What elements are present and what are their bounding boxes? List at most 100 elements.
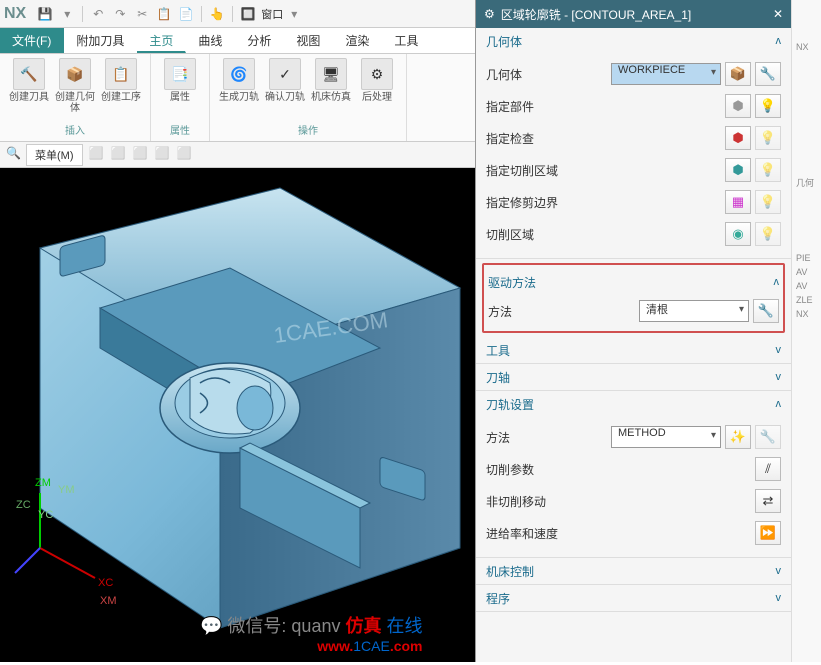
dropdown-icon[interactable]: ▾: [285, 5, 303, 23]
cube-icon[interactable]: ⬢: [725, 94, 751, 118]
touch-icon[interactable]: 👆: [208, 5, 226, 23]
light-icon[interactable]: 💡: [755, 94, 781, 118]
viewport-3d[interactable]: ZM YM ZC YC XC XM 1CAE.COM: [0, 168, 475, 662]
tab-file[interactable]: 文件(F): [0, 28, 64, 53]
paste-icon[interactable]: 📄: [177, 5, 195, 23]
create-op-button[interactable]: 📋 创建工序: [100, 58, 142, 120]
region-icon[interactable]: ◉: [725, 222, 751, 246]
copy-icon[interactable]: 📋: [155, 5, 173, 23]
verify-icon: ✓: [269, 58, 301, 90]
wrench-icon[interactable]: 🔧: [753, 299, 779, 323]
section-drive-highlight: 驱动方法 ʌ 方法 清根 🔧: [482, 263, 785, 333]
collapse-icon: ʌ: [774, 276, 780, 288]
nav-icon[interactable]: 🔍: [6, 146, 24, 164]
separator: [82, 6, 83, 22]
properties-panel: ⚙ 区域轮廓铣 - [CONTOUR_AREA_1] ✕ 几何体 ʌ 几何体 W…: [475, 0, 791, 662]
section-tool: 工具 v: [476, 337, 791, 364]
section-header[interactable]: 驱动方法 ʌ: [488, 269, 779, 295]
tab-view[interactable]: 视图: [284, 28, 333, 53]
expand-icon: v: [776, 565, 782, 577]
row-check: 指定检查 ⬢ 💡: [486, 122, 781, 154]
light-icon: 💡: [755, 190, 781, 214]
svg-text:XM: XM: [100, 595, 117, 607]
tab-analysis[interactable]: 分析: [235, 28, 284, 53]
verify-path-button[interactable]: ✓ 确认刀轨: [264, 58, 306, 120]
method-dropdown[interactable]: 清根: [639, 300, 749, 322]
feed-icon[interactable]: ⏩: [755, 521, 781, 545]
collapse-icon: ʌ: [776, 35, 782, 47]
icon[interactable]: ⬜: [177, 146, 195, 164]
section-geometry: 几何体 ʌ 几何体 WORKPIECE 📦 🔧 指定部件 ⬢ 💡: [476, 28, 791, 259]
icon[interactable]: ⬜: [111, 146, 129, 164]
machine-sim-button[interactable]: 🖥 机床仿真: [310, 58, 352, 120]
row-cutparams: 切削参数 ⫽: [486, 453, 781, 485]
redo-icon[interactable]: ↷: [111, 5, 129, 23]
row-trim: 指定修剪边界 ▦ 💡: [486, 186, 781, 218]
create-tool-button[interactable]: 🔨 创建刀具: [8, 58, 50, 120]
params-icon[interactable]: ⫽: [755, 457, 781, 481]
cut-icon[interactable]: ✂: [133, 5, 151, 23]
wrench-icon: 🔧: [755, 425, 781, 449]
section-program: 程序 v: [476, 585, 791, 612]
icon[interactable]: ⬜: [155, 146, 173, 164]
section-header[interactable]: 几何体 ʌ: [476, 28, 791, 54]
row-noncut: 非切削移动 ⇄: [486, 485, 781, 517]
cube-red-icon[interactable]: ⬢: [725, 126, 751, 150]
gear-icon[interactable]: ⚙: [484, 7, 495, 21]
section-axis: 刀轴 v: [476, 364, 791, 391]
save-icon[interactable]: 💾: [36, 5, 54, 23]
expand-icon: v: [776, 344, 782, 356]
sparkle-icon[interactable]: ✨: [725, 425, 751, 449]
generate-path-button[interactable]: 🌀 生成刀轨: [218, 58, 260, 120]
prop-icon: 📑: [164, 58, 196, 90]
icon[interactable]: ⬜: [89, 146, 107, 164]
op-icon: 📋: [105, 58, 137, 90]
select-icon[interactable]: 📦: [725, 62, 751, 86]
tab-home[interactable]: 主页: [137, 28, 186, 53]
close-icon[interactable]: ✕: [773, 7, 783, 21]
workpiece-dropdown[interactable]: WORKPIECE: [611, 63, 721, 85]
window-icon[interactable]: 🔲: [239, 5, 257, 23]
undo-icon[interactable]: ↶: [89, 5, 107, 23]
right-edge-strip: NX 几何 PIE AV AV ZLE NX: [791, 0, 821, 662]
light-icon: 💡: [755, 222, 781, 246]
ribbon-group-insert: 🔨 创建刀具 📦 创建几何体 📋 创建工序 插入: [0, 54, 151, 141]
section-header[interactable]: 刀轨设置 ʌ: [476, 391, 791, 417]
section-header[interactable]: 机床控制 v: [476, 558, 791, 584]
post-icon: ⚙: [361, 58, 393, 90]
moves-icon[interactable]: ⇄: [755, 489, 781, 513]
nx-logo: NX: [4, 5, 26, 23]
icon[interactable]: ⬜: [133, 146, 151, 164]
section-header[interactable]: 程序 v: [476, 585, 791, 611]
tab-tools[interactable]: 工具: [382, 28, 431, 53]
wrench-icon[interactable]: 🔧: [755, 62, 781, 86]
geom-icon: 📦: [59, 58, 91, 90]
tab-addtool[interactable]: 附加刀具: [64, 28, 137, 53]
tab-curve[interactable]: 曲线: [186, 28, 235, 53]
group-label: 属性: [170, 122, 190, 137]
window-label[interactable]: 窗口: [261, 6, 283, 22]
group-label: 操作: [298, 122, 318, 137]
expand-icon: v: [776, 592, 782, 604]
ribbon-group-prop: 📑 属性 属性: [151, 54, 210, 141]
spiral-icon: 🌀: [223, 58, 255, 90]
menu-button[interactable]: 菜单(M): [26, 144, 83, 166]
tab-render[interactable]: 渲染: [333, 28, 382, 53]
watermark: 💬 微信号: quanv 仿真 在线 www.1CAE.com: [200, 612, 423, 654]
properties-button[interactable]: 📑 属性: [159, 58, 201, 120]
svg-text:YC: YC: [38, 509, 53, 521]
section-header[interactable]: 工具 v: [476, 337, 791, 363]
svg-text:YM: YM: [58, 484, 75, 496]
expand-icon: v: [776, 371, 782, 383]
separator: [232, 6, 233, 22]
panel-body: 几何体 ʌ 几何体 WORKPIECE 📦 🔧 指定部件 ⬢ 💡: [476, 28, 791, 612]
section-header[interactable]: 刀轴 v: [476, 364, 791, 390]
create-geom-button[interactable]: 📦 创建几何体: [54, 58, 96, 120]
svg-text:ZC: ZC: [16, 499, 31, 511]
dropdown-icon[interactable]: ▾: [58, 5, 76, 23]
method-dropdown[interactable]: METHOD: [611, 426, 721, 448]
postprocess-button[interactable]: ⚙ 后处理: [356, 58, 398, 120]
ribbon-group-operate: 🌀 生成刀轨 ✓ 确认刀轨 🖥 机床仿真 ⚙ 后处理 操作: [210, 54, 407, 141]
cube-teal-icon[interactable]: ⬢: [725, 158, 751, 182]
grid-icon[interactable]: ▦: [725, 190, 751, 214]
